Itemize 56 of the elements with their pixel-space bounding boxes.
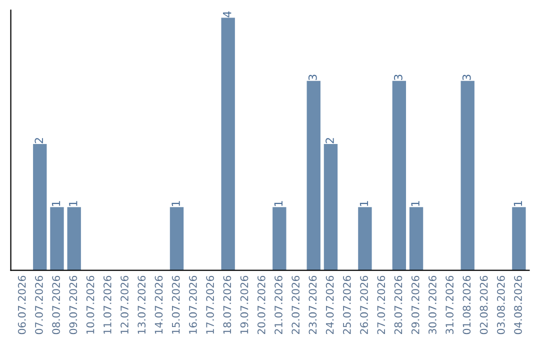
x-tick-label: 30.07.2026 — [428, 276, 436, 334]
x-tick-label: 08.07.2026 — [52, 276, 60, 334]
bar — [306, 80, 320, 270]
bar — [409, 207, 424, 270]
data-label: 1 — [172, 201, 180, 206]
x-tick-label: 06.07.2026 — [18, 276, 26, 334]
data-label: 2 — [326, 138, 334, 144]
x-tick-label: 10.07.2026 — [86, 276, 94, 334]
data-label: 3 — [308, 74, 317, 80]
x-tick-label: 22.07.2026 — [292, 276, 300, 334]
x-tick-label: 13.07.2026 — [138, 276, 146, 334]
x-tick-label: 03.08.2026 — [496, 276, 505, 334]
x-tick-label: 15.07.2026 — [172, 276, 180, 334]
x-tick-label: 25.07.2026 — [342, 276, 351, 334]
x-tick-label: 12.07.2026 — [120, 276, 128, 334]
x-tick-label: 02.08.2026 — [480, 276, 488, 334]
bar — [392, 80, 406, 270]
data-label: 1 — [411, 201, 420, 206]
bar — [272, 207, 286, 270]
x-tick-label: 19.07.2026 — [240, 276, 248, 334]
x-tick-label: 14.07.2026 — [154, 276, 163, 334]
x-tick-label: 27.07.2026 — [377, 276, 386, 334]
bar — [460, 80, 474, 270]
data-label: 3 — [462, 74, 471, 80]
x-tick-label: 16.07.2026 — [189, 276, 197, 334]
data-label: 1 — [360, 201, 368, 206]
data-label: 4 — [223, 11, 232, 18]
bar — [33, 144, 47, 270]
data-label: 2 — [34, 138, 43, 144]
x-tick-label: 20.07.2026 — [257, 276, 266, 334]
bar — [358, 207, 372, 270]
x-tick-label: 23.07.2026 — [308, 276, 317, 334]
bar — [67, 207, 81, 270]
data-label: 1 — [514, 201, 522, 206]
bar — [512, 207, 526, 270]
x-tick-label: 04.08.2026 — [514, 276, 522, 334]
x-tick-label: 09.07.2026 — [69, 276, 78, 334]
data-label: 3 — [394, 74, 402, 80]
x-tick-label: 17.07.2026 — [206, 276, 214, 334]
x-tick-label: 18.07.2026 — [223, 276, 232, 334]
x-tick-label: 31.07.2026 — [446, 276, 454, 334]
data-label: 1 — [69, 201, 78, 206]
x-tick-label: 28.07.2026 — [394, 276, 402, 334]
x-tick-label: 26.07.2026 — [360, 276, 368, 334]
x-tick-label: 21.07.2026 — [274, 276, 282, 334]
bar — [170, 207, 184, 270]
x-tick-label: 24.07.2026 — [326, 276, 334, 334]
data-label: 1 — [274, 201, 282, 206]
x-tick-label: 29.07.2026 — [411, 276, 420, 334]
x-tick-label: 11.07.2026 — [103, 276, 112, 334]
x-tick-label: 07.07.2026 — [35, 276, 43, 334]
bar — [221, 18, 235, 270]
bar — [324, 144, 338, 270]
x-tick-label: 01.08.2026 — [462, 276, 471, 334]
data-label: 1 — [52, 201, 60, 206]
bar — [50, 207, 64, 270]
